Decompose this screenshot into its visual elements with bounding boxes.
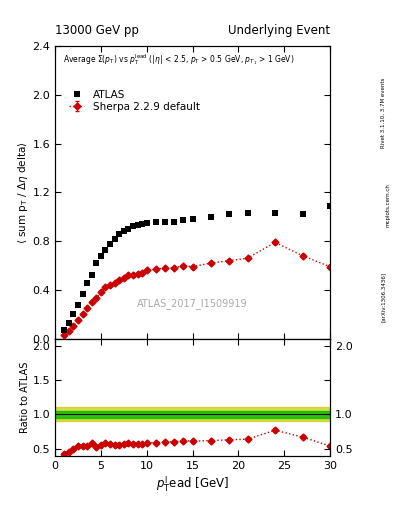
Text: ATLAS_2017_I1509919: ATLAS_2017_I1509919 — [137, 298, 248, 309]
ATLAS — [121, 228, 126, 234]
X-axis label: $p_\mathrm{T}^\mathrm{l}$ead [GeV]: $p_\mathrm{T}^\mathrm{l}$ead [GeV] — [156, 475, 229, 494]
ATLAS — [245, 210, 250, 216]
ATLAS — [135, 222, 140, 228]
Text: mcplots.cern.ch: mcplots.cern.ch — [386, 183, 391, 227]
ATLAS — [66, 319, 71, 326]
ATLAS — [126, 226, 131, 232]
ATLAS — [75, 302, 80, 308]
Legend: ATLAS, Sherpa 2.2.9 default: ATLAS, Sherpa 2.2.9 default — [66, 87, 203, 115]
Text: Rivet 3.1.10, 3.7M events: Rivet 3.1.10, 3.7M events — [381, 77, 386, 148]
ATLAS — [209, 214, 213, 220]
Text: Average $\Sigma(p_\mathrm{T})$ vs $p_\mathrm{T}^\mathrm{lead}$ ($|\eta|$ < 2.5, : Average $\Sigma(p_\mathrm{T})$ vs $p_\ma… — [63, 52, 295, 67]
ATLAS — [144, 220, 149, 226]
ATLAS — [300, 211, 305, 218]
ATLAS — [108, 241, 112, 247]
ATLAS — [71, 311, 76, 317]
Y-axis label: $\langle$ sum p$_\mathrm{T}$ / $\Delta\eta$ delta$\rangle$: $\langle$ sum p$_\mathrm{T}$ / $\Delta\e… — [15, 141, 29, 244]
ATLAS — [154, 219, 158, 225]
ATLAS — [94, 260, 99, 266]
ATLAS — [181, 217, 186, 223]
ATLAS — [103, 247, 108, 253]
Bar — [55, 411, 330, 418]
ATLAS — [89, 272, 94, 279]
Y-axis label: Ratio to ATLAS: Ratio to ATLAS — [20, 361, 29, 433]
Text: Underlying Event: Underlying Event — [228, 24, 330, 37]
ATLAS — [190, 216, 195, 222]
ATLAS — [80, 290, 85, 296]
Text: [arXiv:1306.3436]: [arXiv:1306.3436] — [381, 272, 386, 322]
Bar — [55, 408, 330, 421]
ATLAS — [112, 236, 117, 242]
ATLAS — [85, 280, 90, 286]
ATLAS — [273, 210, 277, 216]
ATLAS — [99, 253, 103, 259]
ATLAS — [62, 327, 66, 333]
ATLAS — [130, 223, 135, 229]
ATLAS — [117, 231, 121, 237]
ATLAS — [172, 219, 176, 225]
ATLAS — [328, 203, 332, 209]
ATLAS — [163, 219, 167, 225]
ATLAS — [227, 211, 231, 218]
Text: 13000 GeV pp: 13000 GeV pp — [55, 24, 139, 37]
ATLAS — [140, 221, 145, 227]
Line: ATLAS: ATLAS — [61, 202, 334, 334]
